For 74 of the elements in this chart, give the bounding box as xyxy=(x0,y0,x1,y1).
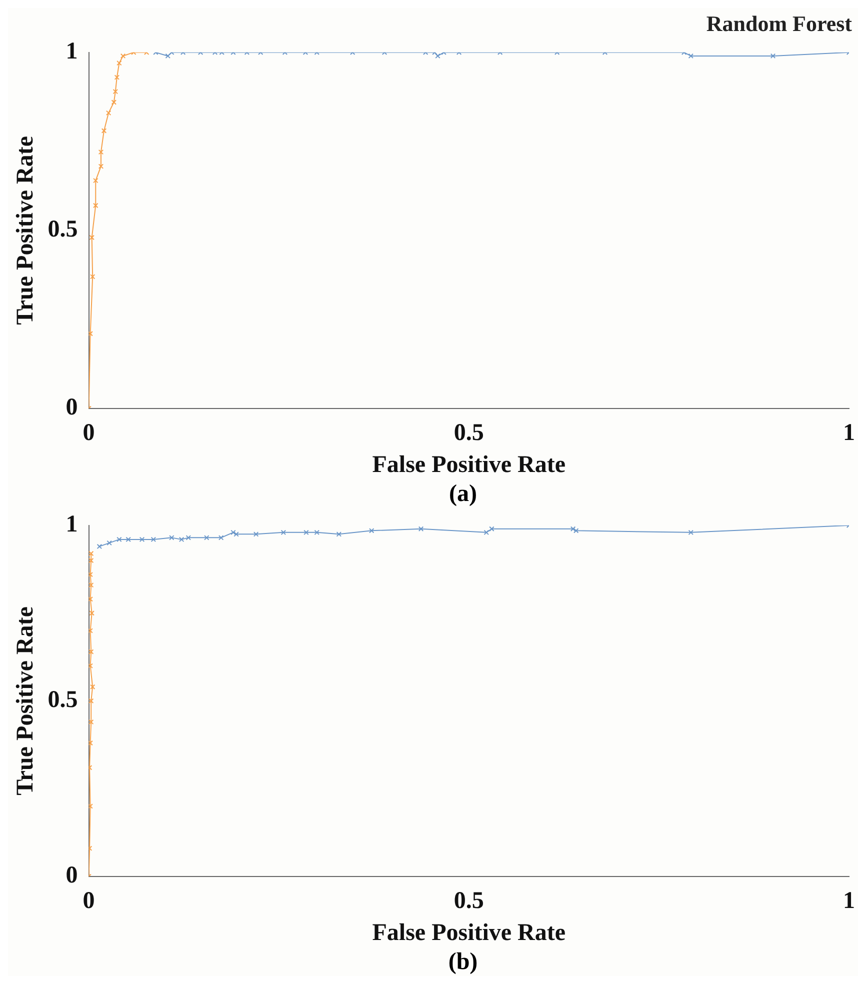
point xyxy=(336,532,342,537)
point xyxy=(165,53,170,59)
x-tick-label: 1 xyxy=(843,888,855,914)
text: (b) xyxy=(447,948,479,976)
point xyxy=(98,149,104,155)
point xyxy=(218,535,224,540)
point xyxy=(89,234,94,240)
point xyxy=(280,530,286,536)
point xyxy=(688,53,694,59)
y-tick-label: 1 xyxy=(66,38,78,65)
text: (a) xyxy=(448,480,478,508)
x-axis-title: False Positive Rate xyxy=(372,452,566,478)
point xyxy=(116,536,122,542)
x-tick-label: 0.5 xyxy=(454,420,484,446)
point xyxy=(93,178,98,184)
point xyxy=(314,530,320,536)
point xyxy=(96,544,102,550)
point xyxy=(120,53,126,59)
y-axis-title: True Positive Rate xyxy=(12,606,39,796)
point xyxy=(126,536,131,542)
point xyxy=(88,649,94,654)
point xyxy=(88,331,93,336)
point xyxy=(418,526,424,532)
point xyxy=(186,535,192,540)
point xyxy=(88,628,93,634)
y-tick-label: 0 xyxy=(66,862,78,889)
point xyxy=(106,540,112,546)
y-axis-title: True Positive Rate xyxy=(12,136,39,325)
x-tick-label: 1 xyxy=(843,420,855,446)
point xyxy=(88,740,93,746)
point xyxy=(150,536,156,542)
point xyxy=(106,110,112,116)
point xyxy=(139,536,145,542)
point xyxy=(98,164,104,169)
point xyxy=(89,610,94,616)
point xyxy=(116,60,122,66)
point xyxy=(489,526,494,532)
point xyxy=(88,804,93,809)
point xyxy=(688,530,694,536)
point xyxy=(88,582,94,588)
point xyxy=(178,536,184,542)
point xyxy=(230,530,236,536)
y-tick-label: 0.5 xyxy=(48,687,78,714)
point xyxy=(88,572,93,578)
point xyxy=(484,530,490,536)
point xyxy=(570,526,576,532)
y-tick-label: 1 xyxy=(66,512,78,538)
point xyxy=(111,100,117,105)
x-tick-label: 0 xyxy=(82,888,95,914)
point xyxy=(112,88,118,94)
point xyxy=(88,596,93,602)
point xyxy=(204,535,210,540)
point xyxy=(435,53,440,59)
point xyxy=(169,535,174,540)
point xyxy=(253,532,259,537)
point xyxy=(114,74,120,80)
point xyxy=(234,532,239,537)
point xyxy=(88,663,93,668)
point xyxy=(90,684,96,690)
point xyxy=(304,530,309,536)
x-tick-label: 0.5 xyxy=(454,888,484,914)
y-tick-label: 0.5 xyxy=(48,216,78,243)
point xyxy=(93,202,98,208)
point xyxy=(101,128,107,134)
chart-title: Random Forest xyxy=(706,10,853,36)
x-tick-label: 0 xyxy=(82,420,95,446)
point xyxy=(88,698,94,704)
point xyxy=(90,274,96,280)
point xyxy=(368,528,374,534)
x-axis-title: False Positive Rate xyxy=(372,920,566,946)
point xyxy=(770,53,776,59)
point xyxy=(88,719,94,725)
y-tick-label: 0 xyxy=(66,394,78,421)
point xyxy=(573,528,579,534)
